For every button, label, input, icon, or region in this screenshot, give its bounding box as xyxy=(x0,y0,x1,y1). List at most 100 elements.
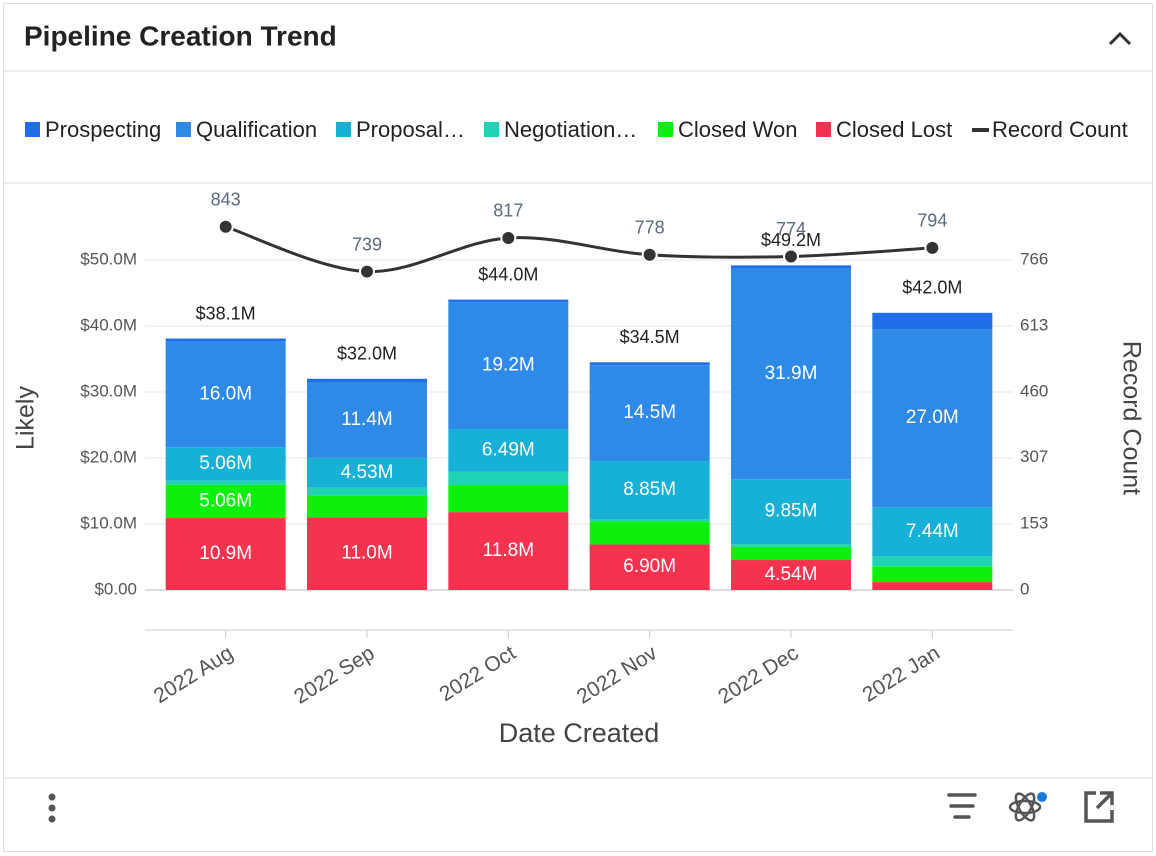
bar-segment xyxy=(307,517,427,590)
data-label: 11.8M xyxy=(483,540,534,561)
y2-tick-label: 460 xyxy=(1020,381,1048,400)
bar-segment xyxy=(589,521,710,545)
line-point xyxy=(500,229,517,246)
y2-tick-label: 613 xyxy=(1020,315,1048,334)
open-button[interactable] xyxy=(1084,791,1114,823)
total-label: $42.0M xyxy=(902,278,962,298)
legend-label: Record Count xyxy=(992,117,1128,142)
bar-segment xyxy=(165,484,286,519)
y-tick-label: $30.0M xyxy=(80,381,137,400)
bar-segment xyxy=(731,560,851,590)
bar-segment xyxy=(165,338,286,342)
data-label: 11.4M xyxy=(341,409,392,430)
bar-segment xyxy=(448,429,569,472)
line-label: 817 xyxy=(493,201,523,221)
legend-swatch xyxy=(176,122,191,137)
bar-segment xyxy=(589,460,710,520)
data-label: 8.85M xyxy=(623,479,676,500)
y-tick-label: $50.0M xyxy=(80,249,137,268)
legend-label: Closed Won xyxy=(678,117,797,142)
legend-label: Prospecting xyxy=(45,117,161,142)
legend-swatch xyxy=(658,122,673,137)
legend-label: Negotiation… xyxy=(504,117,637,142)
collapse-button[interactable] xyxy=(1108,31,1132,46)
bar-segment xyxy=(589,362,710,366)
bar-segment xyxy=(731,479,851,545)
data-label: 4.54M xyxy=(765,564,818,585)
line-point xyxy=(924,239,941,256)
data-label: 11.0M xyxy=(341,543,392,564)
bar-segment xyxy=(731,546,851,561)
bar-segment xyxy=(448,299,569,303)
line-label: 739 xyxy=(352,234,382,254)
data-label: 9.85M xyxy=(765,501,818,522)
bar-segment xyxy=(872,312,993,330)
bar-segment xyxy=(872,566,993,583)
legend-swatch xyxy=(25,122,40,137)
data-label: 6.49M xyxy=(482,439,535,460)
data-label: 16.0M xyxy=(199,384,252,405)
bar-segment xyxy=(589,365,710,461)
y2-axis-title: Record Count xyxy=(1117,341,1145,495)
bar-segment xyxy=(872,556,993,567)
line-label: 843 xyxy=(211,189,241,209)
menu-button[interactable] xyxy=(48,793,56,823)
bar-segment xyxy=(307,487,427,496)
y2-tick-label: 766 xyxy=(1020,249,1048,268)
data-label: 27.0M xyxy=(906,407,959,428)
bar-segment xyxy=(448,512,569,590)
legend-swatch xyxy=(972,128,989,132)
data-label: 4.53M xyxy=(341,462,394,483)
total-label: $49.2M xyxy=(761,230,821,250)
bar-segment xyxy=(872,507,993,557)
y-tick-label: $10.0M xyxy=(80,513,137,532)
total-label: $38.1M xyxy=(196,303,256,323)
bar-segment xyxy=(307,457,427,488)
line-point xyxy=(783,248,799,265)
data-label: 6.90M xyxy=(623,556,676,577)
total-label: $44.0M xyxy=(478,264,538,284)
badge xyxy=(1037,792,1047,802)
line-label: 774 xyxy=(776,219,806,239)
legend-swatch xyxy=(484,122,499,137)
widget-title: Pipeline Creation Trend xyxy=(24,20,337,51)
data-label: 14.5M xyxy=(623,402,676,423)
data-label: 7.44M xyxy=(906,521,959,542)
x-axis-title: Date Created xyxy=(499,718,660,748)
bar-segment xyxy=(448,302,569,430)
data-label: 19.2M xyxy=(482,355,535,376)
bar-segment xyxy=(872,329,993,508)
bar-segment xyxy=(448,471,569,486)
bar-segment xyxy=(165,518,286,590)
legend-label: Proposal… xyxy=(356,117,465,142)
total-label: $32.0M xyxy=(337,344,397,364)
data-label: 5.06M xyxy=(199,490,252,511)
data-label: 5.06M xyxy=(199,453,252,474)
y-tick-label: $40.0M xyxy=(80,315,137,334)
line-label: 794 xyxy=(917,211,947,231)
y2-tick-label: 307 xyxy=(1020,447,1048,466)
bar-segment xyxy=(165,480,286,485)
y-tick-label: $0.00 xyxy=(94,579,137,598)
legend-swatch xyxy=(336,122,351,137)
line-point xyxy=(217,218,234,235)
legend-swatch xyxy=(816,122,831,137)
y-axis-title: Likely xyxy=(12,386,40,450)
bar-segment xyxy=(307,378,427,383)
ai-button[interactable] xyxy=(1008,791,1042,823)
bar-segment xyxy=(589,519,710,522)
bar-segment xyxy=(872,582,993,590)
bar-segment xyxy=(165,447,286,481)
bar-segment xyxy=(165,341,286,448)
line xyxy=(225,225,933,274)
bar-segment xyxy=(731,265,851,269)
line-point xyxy=(641,246,658,263)
legend-label: Closed Lost xyxy=(836,117,952,142)
bar-segment xyxy=(731,544,851,547)
list-button[interactable] xyxy=(947,793,977,819)
legend-label: Qualification xyxy=(196,117,317,142)
y2-tick-label: 153 xyxy=(1020,514,1048,533)
total-label: $34.5M xyxy=(620,327,680,347)
y-tick-label: $20.0M xyxy=(80,447,137,466)
